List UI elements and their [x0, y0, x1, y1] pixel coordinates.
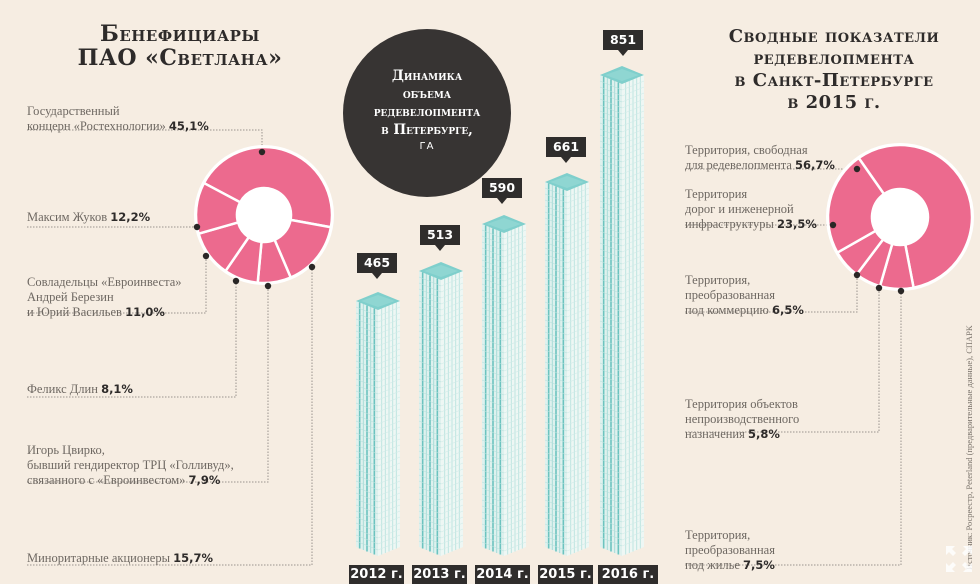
beneficiary-label-euroinvest: Совладельцы «Евроинвеста» Андрей Березин… [27, 275, 182, 319]
year-label-2012: 2012 г. [349, 565, 404, 584]
source-note: Источник: Росреестр, Peterland (предвари… [964, 325, 978, 570]
chart-unit: ГА [419, 141, 435, 152]
territory-label-roads: Территория дорог и инженерной инфраструк… [685, 187, 817, 231]
leader-lines [27, 129, 902, 566]
beneficiary-label-rostec: Государственный концерн «Ростехнологии» … [27, 104, 209, 133]
chart-title: Динамика объема редевелопмента в Петербу… [373, 68, 481, 138]
left-panel-title: Бенефициары ПАО «Светлана» [77, 21, 283, 71]
territory-label-commerce: Территория, преобразованная под коммерци… [685, 273, 804, 317]
territory-label-housing: Территория, преобразованная под жилье 7,… [685, 528, 775, 572]
beneficiaries-donut [194, 145, 334, 285]
building-bar-2 [418, 262, 464, 556]
value-badge-2012: 465 [357, 253, 397, 279]
chart-title-circle: Динамика объема редевелопмента в Петербу… [343, 29, 511, 197]
value-badge-2015: 661 [546, 137, 586, 163]
value-badge-2013: 513 [420, 225, 460, 251]
year-label-2013: 2013 г. [412, 565, 467, 584]
beneficiary-label-dlin: Феликс Длин 8,1% [27, 382, 133, 396]
territory-label-free: Территория, свободная для редевелопмента… [685, 143, 835, 172]
beneficiary-label-tsvirko: Игорь Цвирко, бывший гендиректор ТРЦ «Го… [27, 443, 234, 487]
building-bars [355, 66, 645, 556]
expand-icon[interactable] [944, 544, 974, 574]
year-label-2016: 2016 г. [598, 565, 658, 584]
value-badge-2014: 590 [482, 178, 522, 204]
building-bar-5 [599, 66, 645, 556]
leader-dots [193, 148, 905, 295]
building-bar-1 [355, 292, 401, 556]
year-label-2014: 2014 г. [475, 565, 530, 584]
redevelopment-donut [826, 143, 974, 291]
beneficiary-label-zhukov: Максим Жуков 12,2% [27, 210, 151, 224]
beneficiary-label-minority: Миноритарные акционеры 15,7% [27, 551, 214, 565]
territory-label-nonindustrial: Территория объектов непроизводственного … [685, 397, 800, 441]
building-bar-4 [544, 173, 590, 556]
year-label-2015: 2015 г. [538, 565, 593, 584]
right-panel-title: Сводные показатели редевелопмента в Санк… [728, 26, 940, 113]
building-bar-3 [481, 215, 527, 556]
source-text: Источник: Росреестр, Peterland (предвари… [964, 325, 974, 570]
value-badge-2016: 851 [603, 30, 643, 56]
